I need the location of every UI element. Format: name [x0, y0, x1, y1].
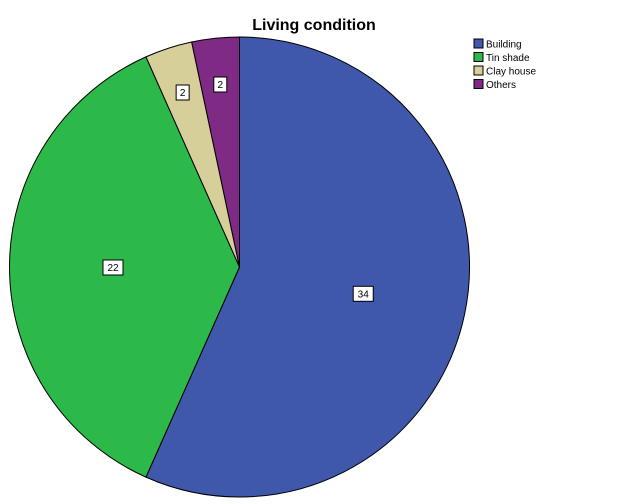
legend-item-tin-shade: Tin shade	[473, 52, 530, 64]
pie-slice-others	[191, 36, 240, 268]
data-label-tin-shade: 22	[102, 259, 124, 276]
legend-swatch	[473, 65, 484, 76]
legend-label: Clay house	[486, 67, 536, 78]
legend-item-building: Building	[473, 38, 522, 51]
data-label-text: 34	[358, 289, 370, 300]
pie-slice-tin-shade	[9, 56, 241, 478]
pie-slice-building	[145, 36, 470, 498]
data-label-building: 34	[352, 285, 374, 302]
data-label-box	[102, 259, 124, 276]
legend: Building Tin shade Clay house Others	[473, 38, 536, 91]
legend-swatch	[473, 52, 484, 62]
legend-swatch	[473, 79, 484, 89]
data-label-clay-house: 2	[175, 84, 190, 101]
data-label-text: 22	[107, 263, 119, 274]
legend-label: Tin shade	[486, 53, 530, 64]
pie-slices	[9, 36, 470, 498]
legend-swatch	[473, 38, 484, 49]
legend-item-others: Others	[473, 79, 516, 91]
chart-title: Living condition	[252, 17, 376, 34]
data-label-text: 2	[217, 80, 223, 91]
legend-item-clay-house: Clay house	[473, 65, 536, 78]
data-label-box	[175, 84, 190, 101]
data-label-others: 2	[213, 76, 228, 93]
data-label-text: 2	[180, 88, 186, 99]
legend-label: Others	[486, 80, 516, 91]
legend-label: Building	[486, 40, 522, 51]
data-label-box	[213, 76, 228, 93]
data-label-box	[352, 285, 374, 302]
